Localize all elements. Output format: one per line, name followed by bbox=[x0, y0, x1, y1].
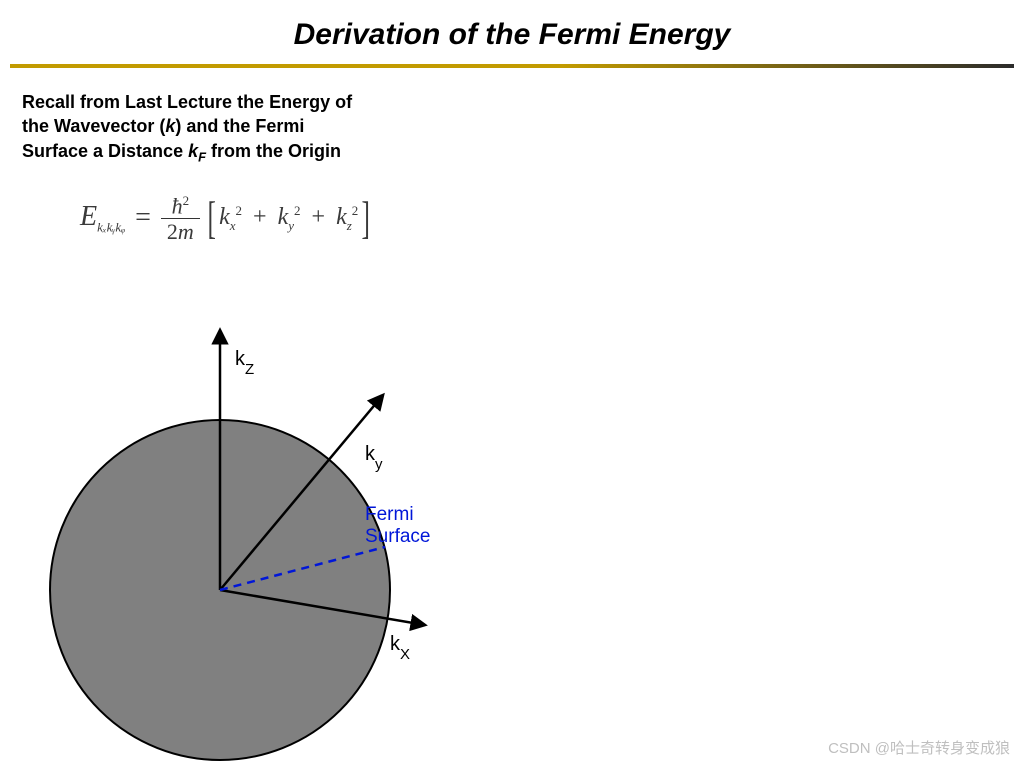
page-title: Derivation of the Fermi Energy bbox=[0, 0, 1024, 64]
eq-kz-k: k bbox=[336, 204, 347, 230]
eq-lbracket: [ bbox=[207, 200, 215, 237]
recall-kF-k: k bbox=[188, 141, 198, 161]
svg-text:Surface: Surface bbox=[365, 526, 430, 547]
eq-kx-k: k bbox=[219, 204, 230, 230]
recall-kF-sub: F bbox=[198, 149, 206, 164]
watermark: CSDN @哈士奇转身变成狼 bbox=[828, 737, 1010, 758]
eq-kz-exp: 2 bbox=[352, 203, 359, 218]
recall-text: Recall from Last Lecture the Energy of t… bbox=[22, 90, 442, 166]
recall-line2a: the Wavevector ( bbox=[22, 116, 165, 136]
diagram-svg: kZ ky kX FermiSurface bbox=[45, 325, 475, 765]
energy-equation: Ekₓkᵧkᵩ = ħ2 2m [ kx2 + ky2 + kz2 ] bbox=[80, 194, 1024, 244]
eq-plus1: + bbox=[248, 204, 272, 230]
svg-text:kX: kX bbox=[390, 633, 410, 663]
eq-den-m: m bbox=[178, 219, 194, 244]
eq-lhs: Ekₓkᵧkᵩ bbox=[80, 201, 125, 236]
eq-hbar: ħ bbox=[172, 193, 183, 218]
recall-line3b: from the Origin bbox=[206, 141, 341, 161]
eq-kz-sub: z bbox=[347, 218, 352, 233]
eq-ky-exp: 2 bbox=[294, 203, 301, 218]
eq-ky-k: k bbox=[278, 204, 289, 230]
eq-rbracket: ] bbox=[362, 200, 370, 237]
eq-E-sub: kₓkᵧkᵩ bbox=[97, 220, 125, 235]
recall-line2b: ) and the Fermi bbox=[175, 116, 304, 136]
eq-plus2: + bbox=[307, 204, 331, 230]
eq-fraction: ħ2 2m bbox=[161, 194, 200, 244]
svg-text:kZ: kZ bbox=[235, 348, 254, 378]
fermi-sphere-diagram: kZ ky kX FermiSurface bbox=[45, 325, 475, 768]
eq-hbar-exp: 2 bbox=[183, 193, 190, 208]
svg-text:ky: ky bbox=[365, 443, 383, 473]
eq-den-2: 2 bbox=[167, 219, 178, 244]
svg-text:Fermi: Fermi bbox=[365, 504, 414, 525]
title-underline bbox=[10, 64, 1014, 68]
eq-kx-exp: 2 bbox=[236, 203, 243, 218]
eq-ky-sub: y bbox=[288, 218, 294, 233]
recall-line3a: Surface a Distance bbox=[22, 141, 188, 161]
eq-kx-sub: x bbox=[230, 218, 236, 233]
eq-equals: = bbox=[125, 202, 161, 234]
recall-line1: Recall from Last Lecture the Energy of bbox=[22, 92, 352, 112]
recall-k: k bbox=[165, 116, 175, 136]
eq-terms: kx2 + ky2 + kz2 bbox=[219, 203, 358, 234]
eq-E: E bbox=[80, 201, 97, 232]
